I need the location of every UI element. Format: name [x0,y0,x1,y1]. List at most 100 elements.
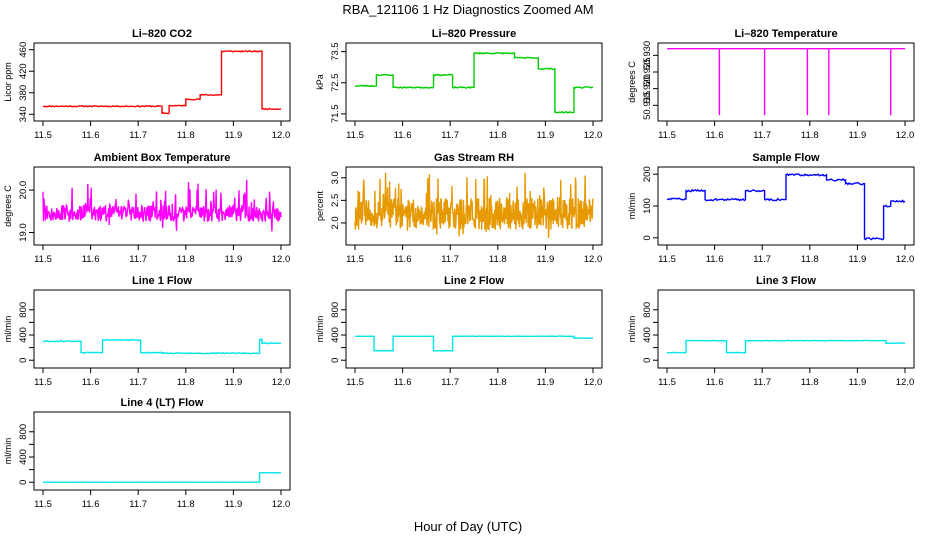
chart-panel: Gas Stream RH percent 11.5 11.6 11.7 11.8 11.9… [315,152,603,265]
x-tick-label: 12.0 [896,130,915,141]
x-tick-label: 11.5 [658,130,676,141]
x-tick-label: 11.7 [441,130,459,141]
y-tick-label: 2.0 [330,216,341,229]
x-tick-label: 11.9 [225,499,243,510]
x-tick-label: 11.6 [82,499,100,510]
chart-panel: Li–820 Pressure kPa 11.5 11.6 11.7 11.8 11.9 12… [315,28,603,141]
plot-frame [33,289,291,369]
series-line [42,338,282,355]
panel-title: Ambient Box Temperature [94,152,231,164]
chart-panel: Sample Flow ml/min 11.5 11.6 11.7 11.8 11.9 12.… [627,152,915,265]
panel-title: Li–820 Temperature [734,28,837,40]
y-tick-label: 0 [18,358,29,363]
series-line [354,51,594,114]
y-axis-label: kPa [315,74,325,90]
x-tick-label: 12.0 [896,254,915,265]
y-axis-label: ml/min [627,193,637,220]
y-tick-label: 73.5 [330,42,341,61]
y-tick-label: 800 [18,302,29,318]
y-tick-label: 50.925 [642,57,653,86]
x-tick-label: 11.8 [489,130,507,141]
panel-title: Sample Flow [752,152,820,164]
panel-title: Gas Stream RH [434,152,514,164]
x-tick-label: 11.7 [441,377,459,388]
x-tick-label: 11.9 [225,254,243,265]
y-tick-label: 800 [18,424,29,440]
plot-frame [657,289,915,369]
y-tick-label: 0 [330,358,341,363]
x-tick-label: 11.6 [706,130,724,141]
x-tick-label: 12.0 [272,499,291,510]
series-line [355,335,594,352]
y-tick-label: 400 [330,327,341,343]
y-axis-label: ml/min [315,316,325,343]
chart-panel: Line 1 Flow ml/min 11.5 11.6 11.7 11.8 11.9 12.… [3,275,291,388]
x-tick-label: 11.5 [34,254,52,265]
x-tick-label: 11.7 [129,377,147,388]
x-tick-label: 11.7 [129,254,147,265]
y-tick-label: 0 [18,480,29,485]
x-tick-label: 12.0 [272,130,291,141]
x-tick-label: 11.8 [489,377,507,388]
x-tick-label: 11.8 [801,130,819,141]
x-tick-label: 11.9 [849,254,867,265]
chart-panel: Ambient Box Temperature degrees C 11.5 11.6… [3,152,291,265]
x-tick-label: 11.6 [82,130,100,141]
y-axis-label: degrees C [3,185,13,227]
series-line [354,172,594,238]
x-tick-label: 11.9 [537,377,555,388]
x-tick-label: 11.6 [394,130,412,141]
y-tick-label: 71.5 [330,105,341,124]
plot-frame [33,42,291,122]
y-tick-label: 400 [642,327,653,343]
y-tick-label: 200 [642,166,653,182]
x-tick-label: 11.8 [801,377,819,388]
chart-panel: Line 3 Flow ml/min 11.5 11.6 11.7 11.8 11.9 12.… [627,275,915,388]
x-tick-label: 12.0 [272,254,291,265]
x-tick-label: 11.5 [658,254,676,265]
y-tick-label: 2.5 [330,194,341,207]
panel-title: Line 2 Flow [444,275,504,287]
x-tick-label: 11.7 [753,130,771,141]
x-tick-label: 11.7 [753,377,771,388]
y-tick-label: 50.920 [642,74,653,103]
x-tick-label: 11.9 [225,377,243,388]
chart-panel: Li–820 CO2 Licor ppm 11.5 11.6 11.7 11.8 11.9 1… [3,28,291,141]
x-tick-label: 11.7 [129,130,147,141]
panel-title: Li–820 Pressure [432,28,516,40]
x-tick-label: 11.6 [706,377,724,388]
x-tick-label: 11.6 [394,254,412,265]
plot-frame [33,411,291,491]
x-tick-label: 11.7 [129,499,147,510]
series-line [666,173,906,241]
y-tick-label: 20.0 [18,181,29,200]
x-tick-label: 11.6 [394,377,412,388]
x-tick-label: 11.9 [849,377,867,388]
series-line [42,179,282,232]
series-line [667,48,905,116]
x-tick-label: 11.8 [177,499,195,510]
x-tick-label: 11.5 [658,377,676,388]
y-tick-label: 0 [642,235,653,240]
panel-title: Line 1 Flow [132,275,192,287]
x-tick-label: 11.8 [177,254,195,265]
x-tick-label: 11.8 [177,130,195,141]
y-tick-label: 340 [18,106,29,122]
x-tick-label: 11.8 [489,254,507,265]
y-tick-label: 380 [18,85,29,101]
x-tick-label: 12.0 [896,377,915,388]
y-tick-label: 420 [18,63,29,79]
y-tick-label: 800 [330,302,341,318]
x-tick-label: 11.5 [346,130,364,141]
chart-panel: Li–820 Temperature degrees C 11.5 11.6 11.7 1… [627,28,915,141]
panel-title: Line 4 (LT) Flow [121,397,204,409]
x-tick-label: 11.5 [34,377,52,388]
figure-title: RBA_121106 1 Hz Diagnostics Zoomed AM [342,2,593,17]
x-tick-label: 11.6 [706,254,724,265]
x-tick-label: 11.8 [177,377,195,388]
series-line [43,471,281,484]
y-tick-label: 100 [642,198,653,214]
x-tick-label: 11.5 [34,130,52,141]
y-tick-label: 50.930 [642,41,653,70]
